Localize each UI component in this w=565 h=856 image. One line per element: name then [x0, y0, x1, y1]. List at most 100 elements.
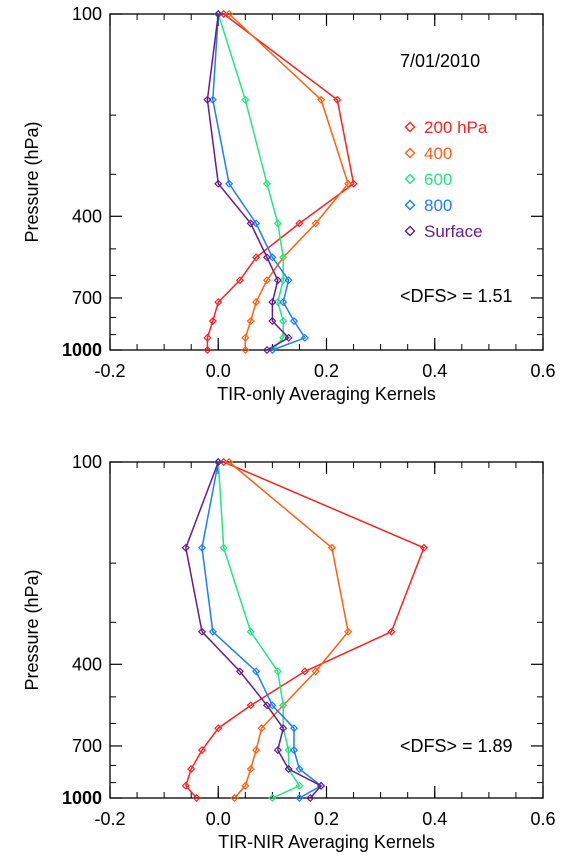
data-point-marker — [246, 764, 255, 774]
data-point-marker — [235, 667, 244, 676]
x-tick-label: 0.6 — [530, 809, 555, 829]
y-axis-title: Pressure (hPa) — [22, 121, 42, 242]
data-point-marker — [252, 667, 261, 676]
data-point-marker — [295, 781, 304, 790]
data-point-marker — [246, 219, 255, 228]
data-point-marker — [214, 724, 223, 733]
x-tick-label: -0.2 — [94, 809, 125, 829]
y-tick-label: 100 — [72, 452, 102, 472]
series-surface — [181, 457, 326, 803]
y-axis-title: Pressure (hPa) — [22, 569, 42, 690]
legend-marker — [404, 199, 416, 211]
data-point-marker — [306, 793, 315, 803]
data-point-marker — [225, 179, 234, 188]
y-tick-label: 400 — [72, 654, 102, 674]
data-point-marker — [289, 746, 299, 755]
data-point-marker — [257, 724, 266, 733]
data-point-marker — [333, 95, 342, 104]
data-point-marker — [273, 667, 282, 676]
x-tick-label: 0.4 — [422, 361, 447, 381]
data-point-marker — [197, 746, 207, 755]
data-point-marker — [252, 253, 261, 262]
data-point-marker — [246, 701, 255, 710]
legend-marker — [404, 173, 416, 185]
data-point-marker — [289, 724, 299, 733]
data-point-marker — [181, 543, 190, 552]
data-point-marker — [225, 9, 234, 19]
data-point-marker — [203, 333, 212, 342]
series-800 — [208, 9, 309, 355]
data-point-marker — [187, 764, 196, 774]
data-point-marker — [219, 457, 228, 467]
data-point-marker — [246, 627, 255, 636]
data-point-marker — [284, 746, 293, 755]
legend-label: Surface — [424, 222, 483, 241]
data-point-marker — [317, 781, 326, 790]
data-point-marker — [273, 219, 282, 228]
series-200-hpa — [203, 9, 358, 355]
x-axis-title: TIR-only Averaging Kernels — [217, 384, 436, 404]
y-tick-label: 400 — [72, 206, 102, 226]
data-point-marker — [419, 543, 428, 552]
x-tick-label: 0.4 — [422, 809, 447, 829]
data-point-marker — [295, 793, 304, 803]
chart-panel-1: -0.2 0.0 0.2 0.4 0.6 100 400 700 1000 TIR-only Av… — [22, 4, 556, 404]
date-label: 7/01/2010 — [400, 51, 480, 71]
y-tick-label: 700 — [72, 288, 102, 308]
series-line — [228, 13, 349, 350]
data-point-marker — [279, 253, 288, 262]
data-point-marker — [208, 627, 217, 636]
data-point-marker — [262, 345, 272, 355]
data-point-marker — [208, 95, 217, 104]
data-point-marker — [300, 667, 309, 676]
data-point-marker — [214, 179, 223, 188]
data-point-marker — [317, 95, 326, 104]
data-point-marker — [344, 179, 353, 188]
data-point-marker — [268, 316, 277, 326]
data-point-marker — [262, 179, 272, 188]
data-point-marker — [262, 701, 272, 710]
chart-panel-2: -0.2 0.0 0.2 0.4 0.6 100 400 700 1000 TIR-NIR Ave… — [22, 452, 556, 852]
data-point-marker — [273, 276, 282, 285]
legend: 200 hPa 400 600 800 Surface — [404, 118, 488, 241]
x-axis-title: TIR-NIR Averaging Kernels — [218, 832, 435, 852]
y-tick-label: 1000 — [62, 788, 102, 808]
data-point-marker — [311, 667, 320, 676]
data-point-marker — [279, 701, 288, 710]
data-point-marker — [268, 253, 277, 262]
data-point-marker — [262, 253, 272, 262]
data-point-marker — [214, 9, 223, 19]
data-point-marker — [219, 543, 228, 552]
data-point-marker — [279, 276, 288, 285]
data-point-marker — [214, 298, 223, 307]
data-point-marker — [241, 333, 250, 342]
series-line — [206, 13, 290, 351]
legend-label: 800 — [424, 196, 452, 215]
data-point-marker — [284, 764, 293, 774]
data-point-marker — [246, 316, 255, 326]
data-point-marker — [273, 746, 282, 755]
legend-marker — [404, 225, 416, 237]
data-point-marker — [284, 276, 293, 285]
data-point-marker — [387, 627, 396, 636]
dfs-label: <DFS> = 1.89 — [400, 736, 513, 756]
series-line — [212, 13, 307, 351]
data-point-marker — [214, 457, 223, 467]
y-tick-label: 100 — [72, 4, 102, 24]
data-point-marker — [279, 316, 288, 326]
y-tick-label: 1000 — [62, 340, 102, 360]
data-point-marker — [295, 764, 304, 774]
data-point-marker — [197, 543, 207, 552]
dfs-label: <DFS> = 1.51 — [400, 286, 513, 306]
data-point-marker — [268, 298, 277, 307]
series-surface — [203, 9, 293, 355]
data-point-marker — [252, 746, 261, 755]
data-point-marker — [273, 298, 282, 307]
series-800 — [197, 457, 326, 803]
data-point-marker — [230, 793, 239, 803]
series-line — [217, 13, 284, 351]
data-point-marker — [208, 316, 217, 326]
data-point-marker — [349, 179, 358, 188]
data-point-marker — [327, 543, 336, 552]
legend-label: 200 hPa — [424, 118, 488, 137]
